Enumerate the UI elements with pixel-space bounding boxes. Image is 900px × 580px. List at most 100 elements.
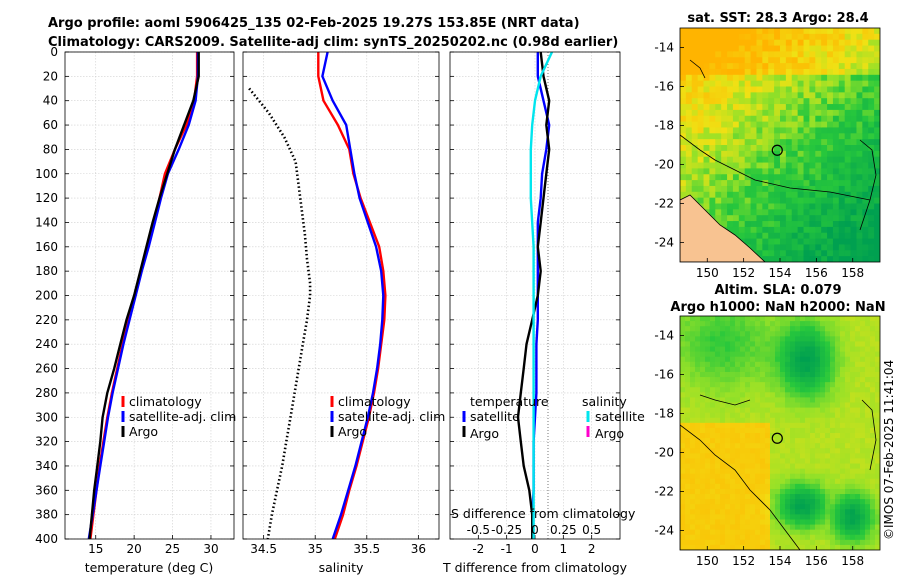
heatmap-cell	[750, 417, 756, 424]
heatmap-cell	[803, 209, 811, 216]
heatmap-cell	[721, 185, 728, 193]
heatmap-cell	[705, 433, 711, 439]
heatmap-cell	[785, 256, 793, 262]
heatmap-cell	[800, 366, 806, 373]
heatmap-cell	[815, 377, 821, 383]
heatmap-cell	[875, 463, 880, 470]
heatmap-cell	[791, 238, 799, 246]
heatmap-cell	[810, 361, 816, 368]
heatmap-cell	[735, 499, 741, 505]
heatmap-cell	[730, 397, 736, 404]
heatmap-cell	[865, 417, 871, 424]
heatmap-cell	[795, 453, 801, 460]
heatmap-cell	[790, 392, 796, 398]
heatmap-cell	[815, 209, 822, 216]
heatmap-cell	[815, 121, 822, 129]
heatmap-cell	[715, 438, 721, 444]
heatmap-cell	[810, 438, 816, 444]
heatmap-cell	[795, 534, 801, 541]
heatmap-cell	[825, 377, 831, 383]
heatmap-cell	[774, 98, 781, 105]
s-tick-label: 0.5	[582, 523, 601, 537]
heatmap-cell	[680, 174, 687, 181]
heatmap-cell	[856, 121, 863, 129]
heatmap-cell	[795, 326, 801, 332]
heatmap-cell	[865, 392, 871, 398]
heatmap-cell	[865, 453, 871, 460]
heatmap-cell	[703, 156, 711, 164]
heatmap-cell	[820, 494, 826, 500]
heatmap-cell	[835, 397, 841, 404]
series-line-temperature-argo	[516, 52, 551, 539]
heatmap-cell	[768, 139, 775, 146]
heatmap-cell	[691, 139, 699, 146]
heatmap-cell	[770, 504, 776, 510]
heatmap-cell	[830, 326, 836, 332]
heatmap-cell	[785, 346, 791, 353]
heatmap-cell	[775, 463, 781, 470]
heatmap-cell	[744, 156, 752, 164]
heatmap-cell	[809, 98, 816, 105]
heatmap-cell	[856, 68, 863, 76]
heatmap-cell	[715, 463, 721, 470]
heatmap-cell	[775, 361, 781, 368]
heatmap-cell	[875, 407, 880, 414]
heatmap-cell	[762, 191, 769, 199]
heatmap-cell	[809, 127, 816, 134]
heatmap-cell	[790, 351, 796, 358]
heatmap-cell	[725, 443, 731, 449]
heatmap-cell	[768, 28, 775, 35]
heatmap-cell	[715, 499, 721, 505]
heatmap-cell	[838, 86, 846, 93]
heatmap-cell	[715, 28, 722, 35]
heatmap-cell	[695, 326, 701, 332]
heatmap-cell	[856, 156, 863, 164]
heatmap-cell	[690, 346, 696, 353]
heatmap-cell	[862, 221, 869, 228]
heatmap-cell	[855, 504, 861, 510]
heatmap-cell	[755, 514, 761, 521]
heatmap-cell	[868, 168, 875, 175]
heatmap-cell	[710, 417, 716, 424]
heatmap-cell	[770, 351, 776, 358]
heatmap-cell	[815, 221, 822, 228]
heatmap-cell	[732, 156, 740, 164]
heatmap-cell	[762, 63, 769, 70]
heatmap-cell	[732, 185, 740, 193]
heatmap-cell	[680, 534, 686, 541]
heatmap-cell	[695, 407, 701, 414]
heatmap-cell	[800, 524, 806, 531]
heatmap-cell	[695, 514, 701, 521]
heatmap-cell	[760, 371, 766, 378]
heatmap-cell	[840, 361, 846, 368]
heatmap-cell	[765, 346, 771, 353]
heatmap-cell	[680, 109, 687, 117]
heatmap-cell	[845, 427, 851, 434]
heatmap-cell	[710, 544, 716, 550]
heatmap-cell	[691, 63, 699, 70]
heatmap-cell	[835, 356, 841, 363]
heatmap-cell	[840, 351, 846, 358]
heatmap-cell	[690, 519, 696, 526]
heatmap-cell	[780, 80, 787, 88]
s-tick-label: -0.25	[491, 523, 522, 537]
heatmap-cell	[825, 499, 831, 505]
heatmap-cell	[780, 341, 786, 348]
heatmap-cell	[695, 473, 701, 480]
heatmap-cell	[690, 494, 696, 500]
heatmap-cell	[780, 45, 787, 52]
heatmap-cell	[840, 468, 846, 475]
heatmap-cell	[744, 80, 752, 88]
heatmap-cell	[809, 232, 816, 240]
heatmap-cell	[770, 346, 776, 353]
heatmap-cell	[868, 39, 875, 47]
heatmap-cell	[790, 529, 796, 536]
lat-tick-label: -22	[654, 197, 674, 211]
heatmap-cell	[815, 33, 822, 41]
heatmap-cell	[860, 361, 866, 368]
heatmap-cell	[845, 407, 851, 414]
heatmap-cell	[865, 397, 871, 404]
heatmap-cell	[774, 45, 781, 52]
heatmap-cell	[870, 539, 876, 546]
heatmap-cell	[745, 494, 751, 500]
